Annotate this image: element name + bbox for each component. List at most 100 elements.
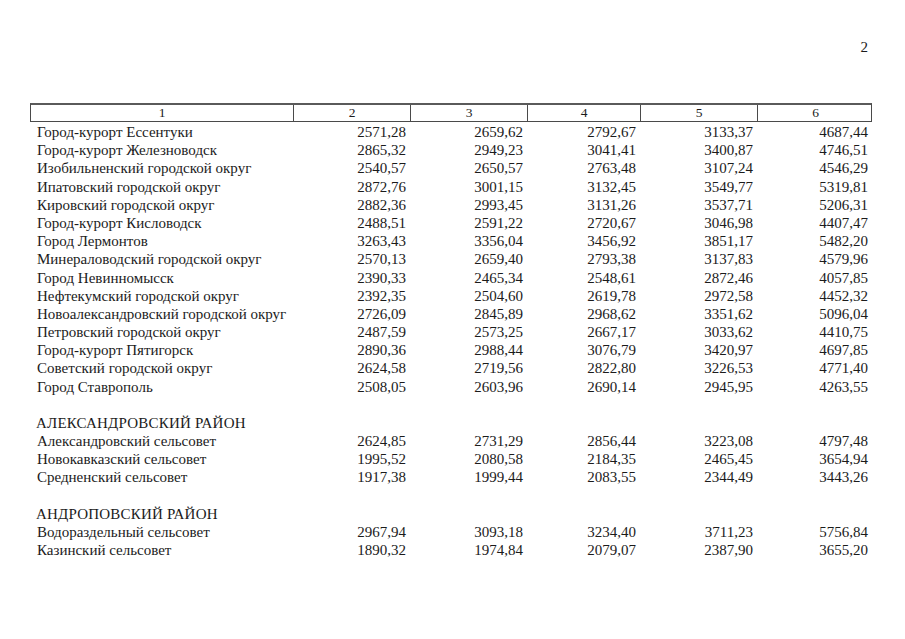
row-value: 2184,35 — [527, 450, 640, 468]
table-row: Водораздельный сельсовет2967,943093,1832… — [30, 523, 872, 541]
row-value: 3076,79 — [527, 341, 640, 359]
row-label: Нефтекумский городской округ — [30, 287, 293, 305]
page-number: 2 — [861, 39, 869, 55]
table-row: Город Лермонтов3263,433356,043456,923851… — [30, 232, 872, 250]
row-value: 5096,04 — [757, 305, 872, 323]
row-value: 1890,32 — [293, 541, 410, 559]
row-value: 2968,62 — [527, 305, 640, 323]
row-value: 3537,71 — [640, 196, 757, 214]
row-value: 4452,32 — [757, 287, 872, 305]
row-value: 2487,59 — [293, 323, 410, 341]
row-label: Советский городской округ — [30, 359, 293, 377]
row-value: 2890,36 — [293, 341, 410, 359]
row-label: Изобильненский городской округ — [30, 159, 293, 177]
row-value: 2465,45 — [640, 450, 757, 468]
table-row: Средненский сельсовет1917,381999,442083,… — [30, 468, 872, 486]
row-value: 3654,94 — [757, 450, 872, 468]
row-value: 3093,18 — [410, 523, 527, 541]
table-row: Изобильненский городской округ2540,57265… — [30, 159, 872, 177]
row-value: 2967,94 — [293, 523, 410, 541]
table-row: Новокавказский сельсовет1995,522080,5821… — [30, 450, 872, 468]
row-value: 3046,98 — [640, 214, 757, 232]
section-gap — [30, 487, 872, 505]
row-value: 2591,22 — [410, 214, 527, 232]
row-value: 1999,44 — [410, 468, 527, 486]
row-value: 3137,83 — [640, 250, 757, 268]
row-value: 2949,23 — [410, 141, 527, 159]
row-value: 2619,78 — [527, 287, 640, 305]
row-value: 2856,44 — [527, 432, 640, 450]
row-value: 2793,38 — [527, 250, 640, 268]
row-value: 2540,57 — [293, 159, 410, 177]
row-value: 2792,67 — [527, 123, 640, 141]
row-label: Минераловодский городской округ — [30, 250, 293, 268]
row-value: 3400,87 — [640, 141, 757, 159]
row-value: 3107,24 — [640, 159, 757, 177]
row-value: 3001,15 — [410, 178, 527, 196]
table-header-row: 1 2 3 4 5 6 — [30, 103, 872, 122]
row-value: 2726,09 — [293, 305, 410, 323]
row-value: 4410,75 — [757, 323, 872, 341]
row-value: 3041,41 — [527, 141, 640, 159]
table-row: Кировский городской округ2882,362993,453… — [30, 196, 872, 214]
row-value: 2872,76 — [293, 178, 410, 196]
row-value: 2573,25 — [410, 323, 527, 341]
row-value: 2865,32 — [293, 141, 410, 159]
row-value: 3443,26 — [757, 468, 872, 486]
row-value: 3851,17 — [640, 232, 757, 250]
section-header-row: АНДРОПОВСКИЙ РАЙОН — [30, 505, 872, 523]
row-value: 2945,95 — [640, 378, 757, 396]
table-row: Новоалександровский городской округ2726,… — [30, 305, 872, 323]
row-value: 2392,35 — [293, 287, 410, 305]
row-value: 1974,84 — [410, 541, 527, 559]
row-value: 3549,77 — [640, 178, 757, 196]
column-header-6: 6 — [758, 105, 873, 121]
row-label: Новокавказский сельсовет — [30, 450, 293, 468]
row-label: Петровский городской округ — [30, 323, 293, 341]
row-value: 3420,97 — [640, 341, 757, 359]
table-row: Город-курорт Ессентуки2571,282659,622792… — [30, 123, 872, 141]
row-label: Новоалександровский городской округ — [30, 305, 293, 323]
row-value: 2650,57 — [410, 159, 527, 177]
table-row: Александровский сельсовет2624,852731,292… — [30, 432, 872, 450]
row-label: Город-курорт Пятигорск — [30, 341, 293, 359]
row-value: 3234,40 — [527, 523, 640, 541]
row-value: 3033,62 — [640, 323, 757, 341]
row-value: 2972,58 — [640, 287, 757, 305]
row-value: 2882,36 — [293, 196, 410, 214]
row-value: 2344,49 — [640, 468, 757, 486]
row-value: 4546,29 — [757, 159, 872, 177]
row-label: Город Лермонтов — [30, 232, 293, 250]
column-header-2: 2 — [294, 105, 411, 121]
row-value: 4407,47 — [757, 214, 872, 232]
row-value: 2508,05 — [293, 378, 410, 396]
table-row: Нефтекумский городской округ2392,352504,… — [30, 287, 872, 305]
table-body: Город-курорт Ессентуки2571,282659,622792… — [30, 122, 872, 559]
row-value: 1995,52 — [293, 450, 410, 468]
row-value: 4263,55 — [757, 378, 872, 396]
row-value: 2659,40 — [410, 250, 527, 268]
row-value: 5482,20 — [757, 232, 872, 250]
row-value: 2465,34 — [410, 269, 527, 287]
row-value: 2079,07 — [527, 541, 640, 559]
row-value: 4697,85 — [757, 341, 872, 359]
row-value: 5206,31 — [757, 196, 872, 214]
row-value: 4057,85 — [757, 269, 872, 287]
row-value: 3132,45 — [527, 178, 640, 196]
row-value: 2548,61 — [527, 269, 640, 287]
column-header-3: 3 — [411, 105, 528, 121]
column-header-5: 5 — [641, 105, 758, 121]
table-row: Город-курорт Кисловодск2488,512591,22272… — [30, 214, 872, 232]
row-value: 2571,28 — [293, 123, 410, 141]
table-row: Минераловодский городской округ2570,1326… — [30, 250, 872, 268]
row-value: 2872,46 — [640, 269, 757, 287]
row-label: Город Невинномысск — [30, 269, 293, 287]
row-value: 3131,26 — [527, 196, 640, 214]
row-value: 2083,55 — [527, 468, 640, 486]
row-value: 2080,58 — [410, 450, 527, 468]
row-value: 2390,33 — [293, 269, 410, 287]
row-label: Ипатовский городской округ — [30, 178, 293, 196]
table-row: Город Ставрополь2508,052603,962690,14294… — [30, 378, 872, 396]
row-value: 4579,96 — [757, 250, 872, 268]
table-row: Город Невинномысск2390,332465,342548,612… — [30, 269, 872, 287]
